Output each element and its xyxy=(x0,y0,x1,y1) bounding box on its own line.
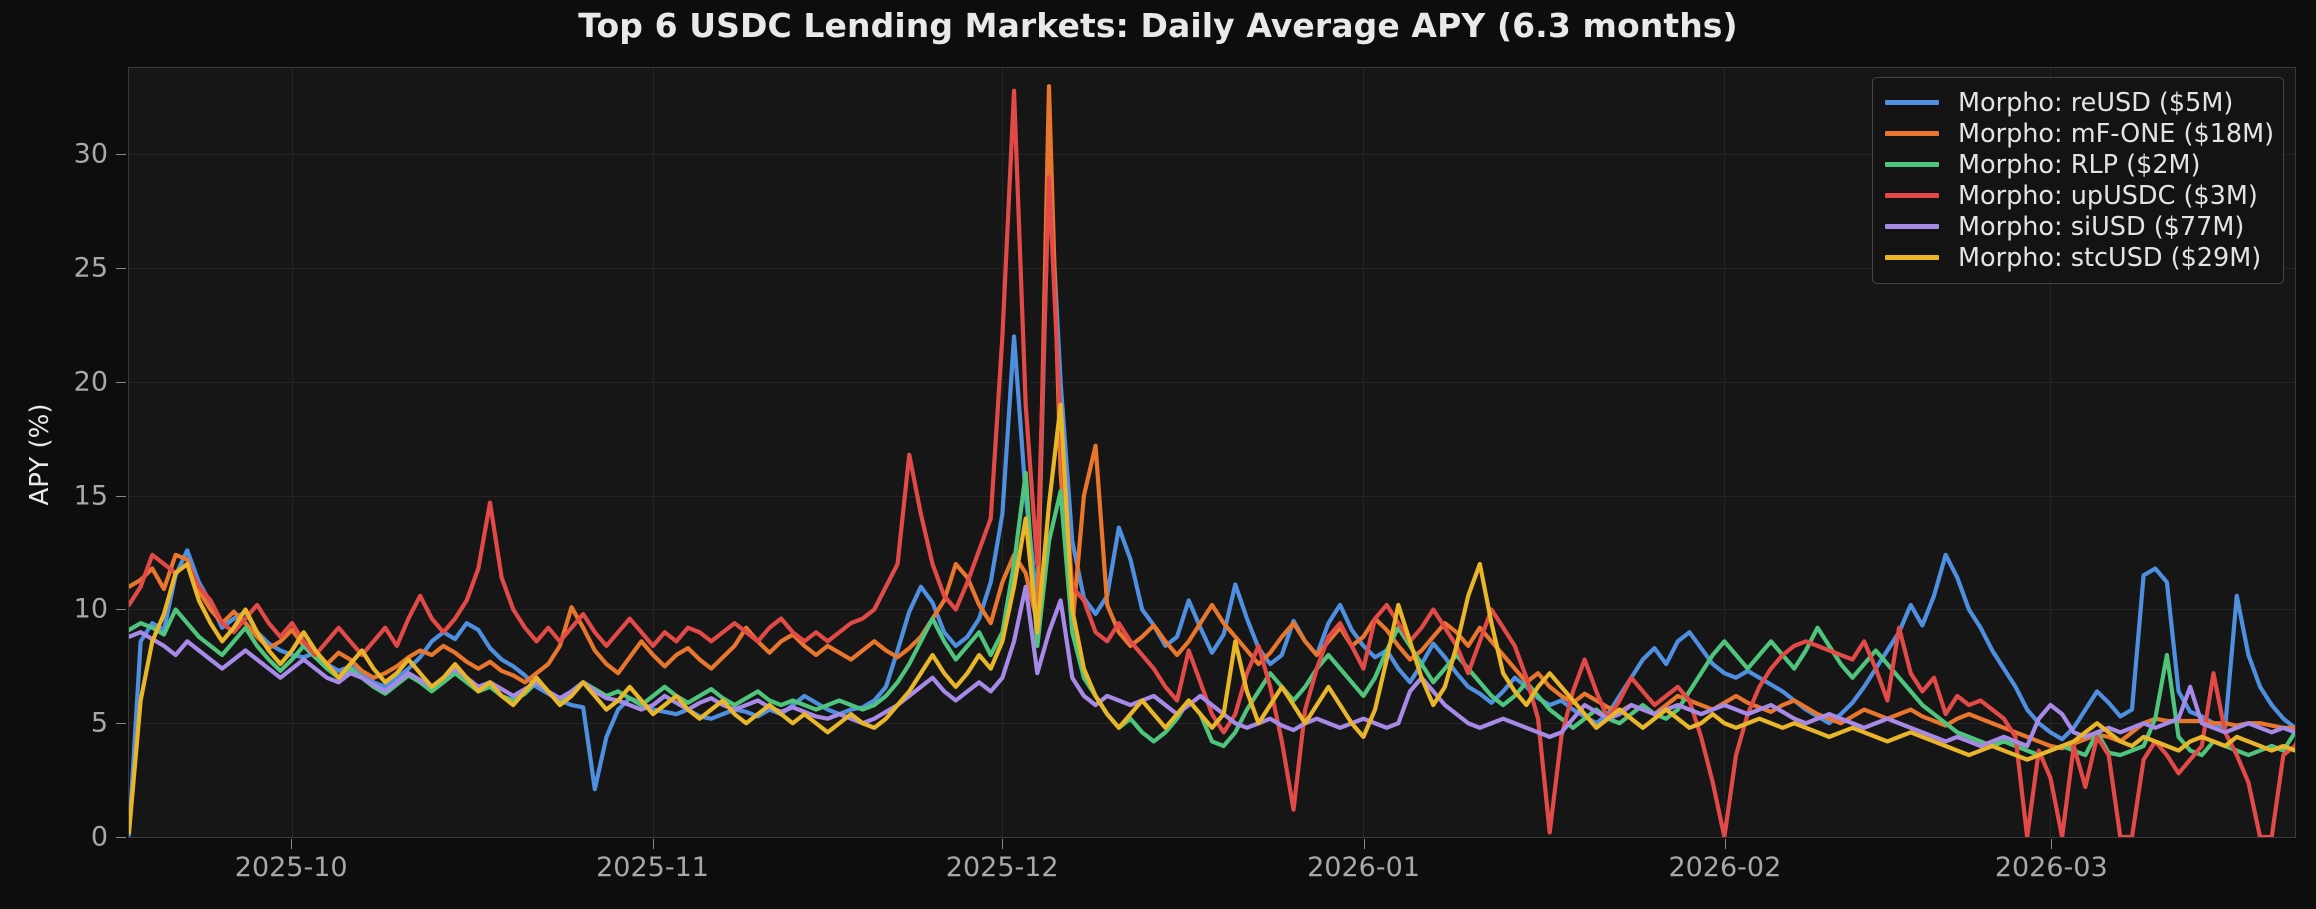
y-tick-mark xyxy=(116,609,126,611)
legend-label: Morpho: stcUSD ($29M) xyxy=(1958,242,2262,273)
x-tick-mark xyxy=(1363,839,1365,849)
series-lines xyxy=(129,84,2295,837)
y-tick-mark xyxy=(116,154,126,156)
legend[interactable]: Morpho: reUSD ($5M) Morpho: mF-ONE ($18M)… xyxy=(1872,77,2284,284)
legend-label: Morpho: mF-ONE ($18M) xyxy=(1958,118,2275,149)
series-line-1 xyxy=(129,84,2295,751)
series-line-5 xyxy=(129,402,2295,835)
legend-label: Morpho: RLP ($2M) xyxy=(1958,149,2201,180)
x-tick-label: 2026-02 xyxy=(1668,852,1782,883)
legend-item[interactable]: Morpho: mF-ONE ($18M) xyxy=(1885,118,2275,149)
grid-line-vertical xyxy=(1724,68,1726,837)
y-tick-label: 25 xyxy=(73,252,108,284)
legend-label: Morpho: reUSD ($5M) xyxy=(1958,87,2234,118)
grid-line-vertical xyxy=(292,68,294,837)
y-tick-label: 5 xyxy=(90,707,108,739)
y-tick-mark xyxy=(116,723,126,725)
x-tick-label: 2026-03 xyxy=(1994,852,2108,883)
grid-line-vertical xyxy=(2050,68,2052,837)
x-tick-label: 2025-12 xyxy=(945,852,1059,883)
grid-line-horizontal xyxy=(129,609,2295,611)
legend-swatch-icon xyxy=(1885,193,1939,198)
series-line-3 xyxy=(129,88,2295,837)
y-tick-label: 0 xyxy=(90,821,108,853)
grid-line-vertical xyxy=(1363,68,1365,837)
y-tick-label: 15 xyxy=(73,480,108,512)
legend-swatch-icon xyxy=(1885,162,1939,167)
x-tick-mark xyxy=(1002,839,1004,849)
x-tick-mark xyxy=(291,839,293,849)
x-tick-mark xyxy=(2051,839,2053,849)
legend-label: Morpho: siUSD ($77M) xyxy=(1958,211,2245,242)
legend-item[interactable]: Morpho: RLP ($2M) xyxy=(1885,149,2271,180)
page-title: Top 6 USDC Lending Markets: Daily Averag… xyxy=(578,6,1738,45)
legend-label: Morpho: upUSDC ($3M) xyxy=(1958,180,2258,211)
x-tick-mark xyxy=(652,839,654,849)
legend-swatch-icon xyxy=(1885,131,1939,136)
grid-line-horizontal xyxy=(129,154,2295,156)
legend-item[interactable]: Morpho: stcUSD ($29M) xyxy=(1885,242,2271,273)
legend-item[interactable]: Morpho: upUSDC ($3M) xyxy=(1885,180,2271,211)
y-tick-label: 10 xyxy=(73,593,108,625)
grid-line-horizontal xyxy=(129,268,2295,270)
y-tick-mark xyxy=(116,837,126,838)
y-tick-mark xyxy=(116,268,126,270)
x-tick-label: 2026-01 xyxy=(1307,852,1420,883)
grid-line-horizontal xyxy=(129,381,2295,383)
grid-line-vertical xyxy=(653,68,655,837)
series-line-0 xyxy=(129,161,2295,837)
y-tick-mark xyxy=(116,381,126,383)
legend-item[interactable]: Morpho: siUSD ($77M) xyxy=(1885,211,2271,242)
y-tick-label: 30 xyxy=(73,138,108,170)
x-tick-label: 2025-10 xyxy=(234,852,348,883)
legend-swatch-icon xyxy=(1885,255,1939,260)
y-axis-label: APY (%) xyxy=(25,403,55,506)
legend-swatch-icon xyxy=(1885,100,1939,105)
legend-swatch-icon xyxy=(1885,224,1939,229)
x-tick-mark xyxy=(1724,839,1726,849)
y-tick-label: 20 xyxy=(73,366,108,398)
x-tick-label: 2025-11 xyxy=(596,852,709,883)
grid-line-horizontal xyxy=(129,495,2295,497)
y-tick-mark xyxy=(116,495,126,497)
grid-line-vertical xyxy=(1002,68,1004,837)
legend-item[interactable]: Morpho: reUSD ($5M) xyxy=(1885,87,2271,118)
grid-line-horizontal xyxy=(129,723,2295,725)
